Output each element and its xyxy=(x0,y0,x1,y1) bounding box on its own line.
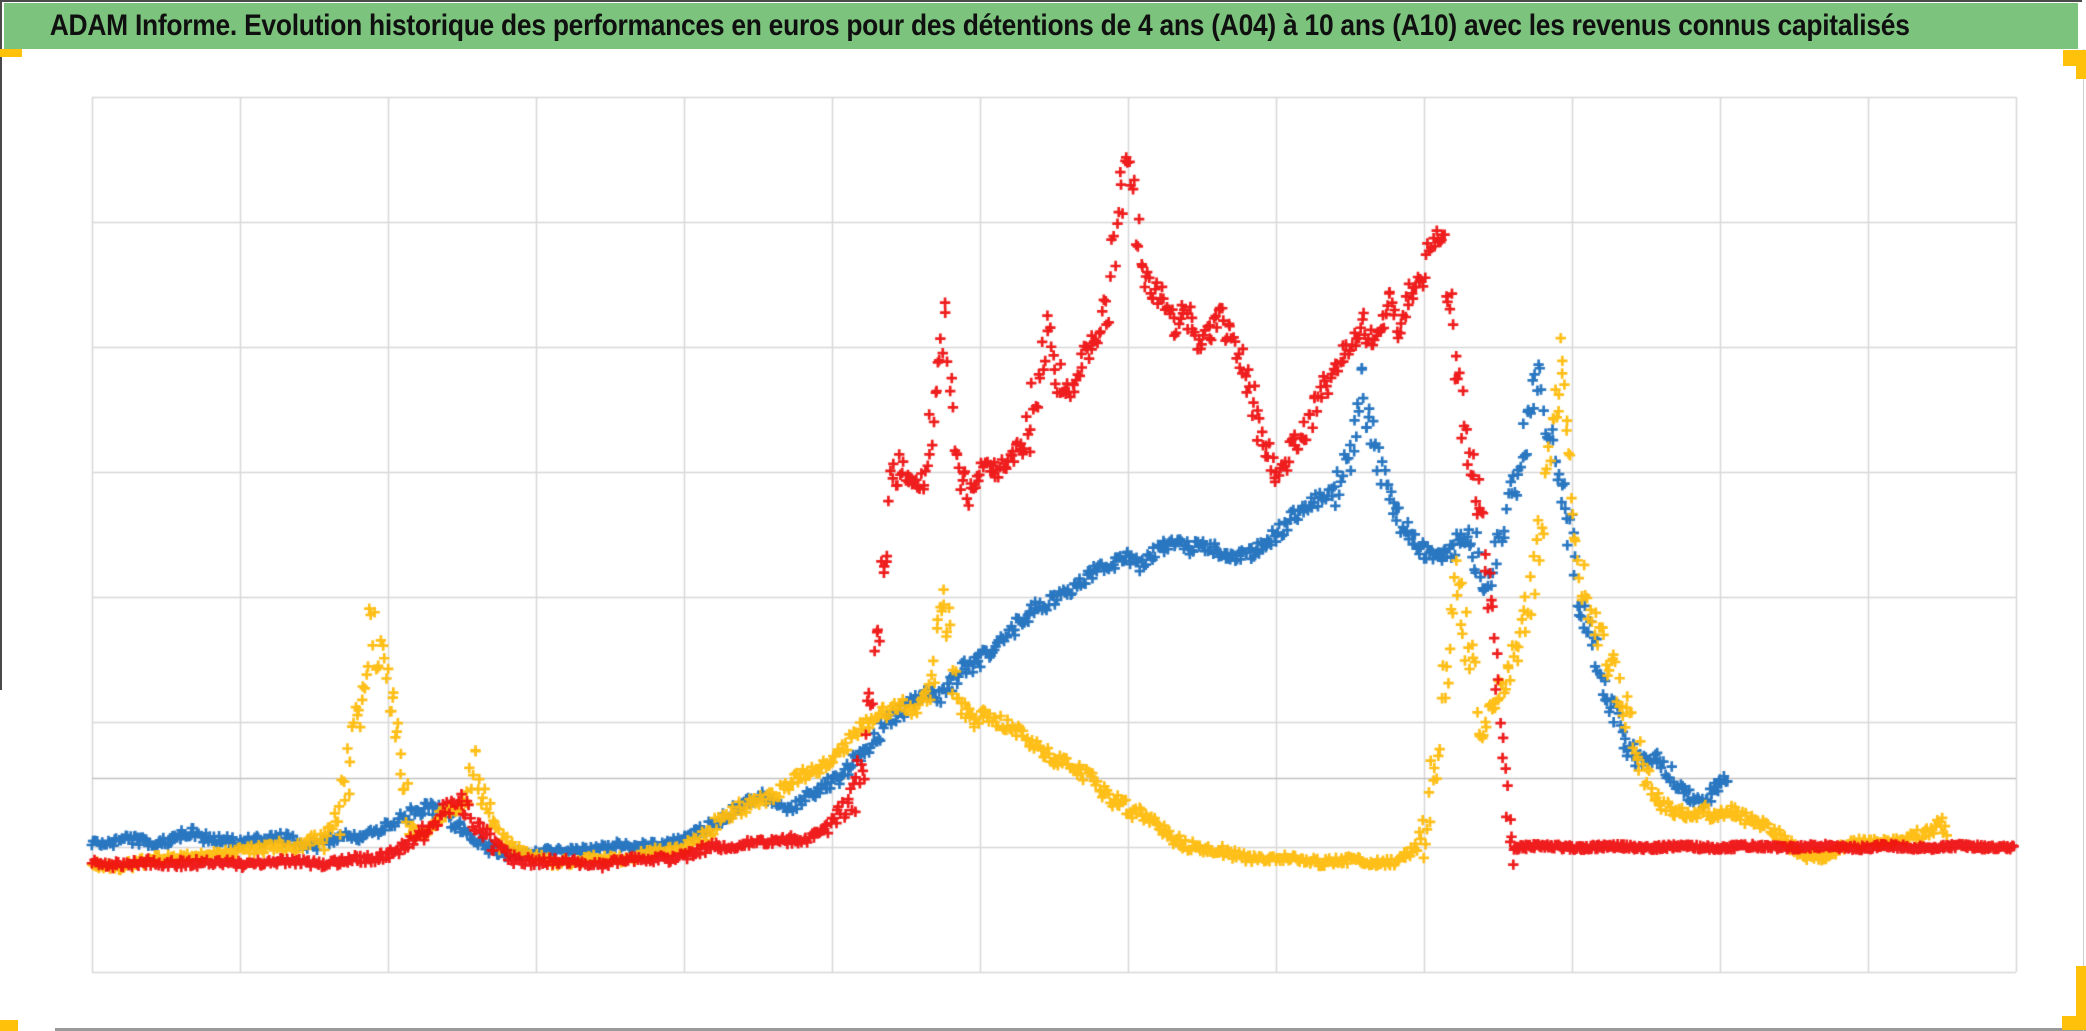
chart-canvas xyxy=(0,0,2086,1031)
report-page: ADAM Informe. Evolution historique des p… xyxy=(0,0,2086,1031)
